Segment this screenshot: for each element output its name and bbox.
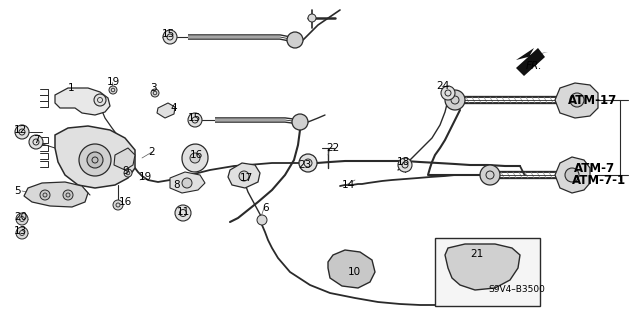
Text: 1: 1 — [68, 83, 75, 93]
Text: 17: 17 — [240, 173, 253, 183]
Circle shape — [151, 89, 159, 97]
Text: S9V4–B3500: S9V4–B3500 — [488, 286, 545, 294]
Circle shape — [124, 169, 132, 177]
Text: 16: 16 — [190, 150, 204, 160]
Circle shape — [182, 178, 192, 188]
Polygon shape — [55, 88, 110, 115]
Text: 11: 11 — [177, 207, 190, 217]
Circle shape — [188, 113, 202, 127]
Bar — [435, 238, 540, 306]
Text: FR.: FR. — [526, 61, 543, 71]
Circle shape — [480, 165, 500, 185]
Circle shape — [287, 32, 303, 48]
Circle shape — [292, 114, 308, 130]
Circle shape — [570, 93, 584, 107]
Text: 5: 5 — [14, 186, 20, 196]
Text: 2: 2 — [148, 147, 155, 157]
Polygon shape — [157, 103, 175, 118]
Circle shape — [445, 90, 465, 110]
Text: 12: 12 — [14, 125, 28, 135]
Text: 7: 7 — [33, 135, 40, 145]
Circle shape — [109, 86, 117, 94]
Circle shape — [257, 215, 267, 225]
Text: 14: 14 — [342, 180, 355, 190]
Text: 3: 3 — [150, 83, 157, 93]
Text: 10: 10 — [348, 267, 361, 277]
Polygon shape — [228, 163, 260, 188]
Text: 19: 19 — [139, 172, 152, 182]
Polygon shape — [516, 48, 548, 60]
Circle shape — [15, 125, 29, 139]
Polygon shape — [170, 172, 205, 193]
Text: 18: 18 — [397, 157, 410, 167]
Circle shape — [190, 153, 200, 163]
Circle shape — [565, 168, 579, 182]
Text: 15: 15 — [188, 113, 201, 123]
Circle shape — [87, 152, 103, 168]
Polygon shape — [328, 250, 375, 288]
Polygon shape — [555, 83, 598, 118]
Text: 23: 23 — [298, 160, 311, 170]
Text: 16: 16 — [119, 197, 132, 207]
Text: 15: 15 — [162, 29, 175, 39]
Text: 20: 20 — [14, 212, 27, 222]
Text: ATM-17: ATM-17 — [568, 93, 617, 107]
Text: 24: 24 — [436, 81, 449, 91]
Ellipse shape — [182, 144, 208, 172]
Polygon shape — [516, 48, 545, 76]
Circle shape — [113, 200, 123, 210]
Circle shape — [441, 86, 455, 100]
Circle shape — [94, 94, 106, 106]
Polygon shape — [24, 182, 88, 207]
Circle shape — [299, 154, 317, 172]
Polygon shape — [555, 157, 590, 193]
Circle shape — [16, 213, 28, 225]
Text: ATM-7-1: ATM-7-1 — [572, 174, 626, 187]
Text: 8: 8 — [173, 180, 180, 190]
Circle shape — [398, 158, 412, 172]
Circle shape — [175, 205, 191, 221]
Polygon shape — [445, 244, 520, 290]
Text: 19: 19 — [107, 77, 120, 87]
Text: 13: 13 — [14, 226, 28, 236]
Circle shape — [239, 171, 249, 181]
Circle shape — [63, 190, 73, 200]
Circle shape — [16, 227, 28, 239]
Circle shape — [29, 135, 43, 149]
Polygon shape — [55, 126, 135, 188]
Circle shape — [79, 144, 111, 176]
Circle shape — [163, 30, 177, 44]
Text: 22: 22 — [326, 143, 339, 153]
Circle shape — [308, 14, 316, 22]
Text: 4: 4 — [170, 103, 177, 113]
Text: 21: 21 — [470, 249, 483, 259]
Text: ATM-7: ATM-7 — [574, 161, 615, 174]
Polygon shape — [114, 148, 135, 170]
Text: 6: 6 — [262, 203, 269, 213]
Text: 9: 9 — [122, 166, 129, 176]
Circle shape — [40, 190, 50, 200]
